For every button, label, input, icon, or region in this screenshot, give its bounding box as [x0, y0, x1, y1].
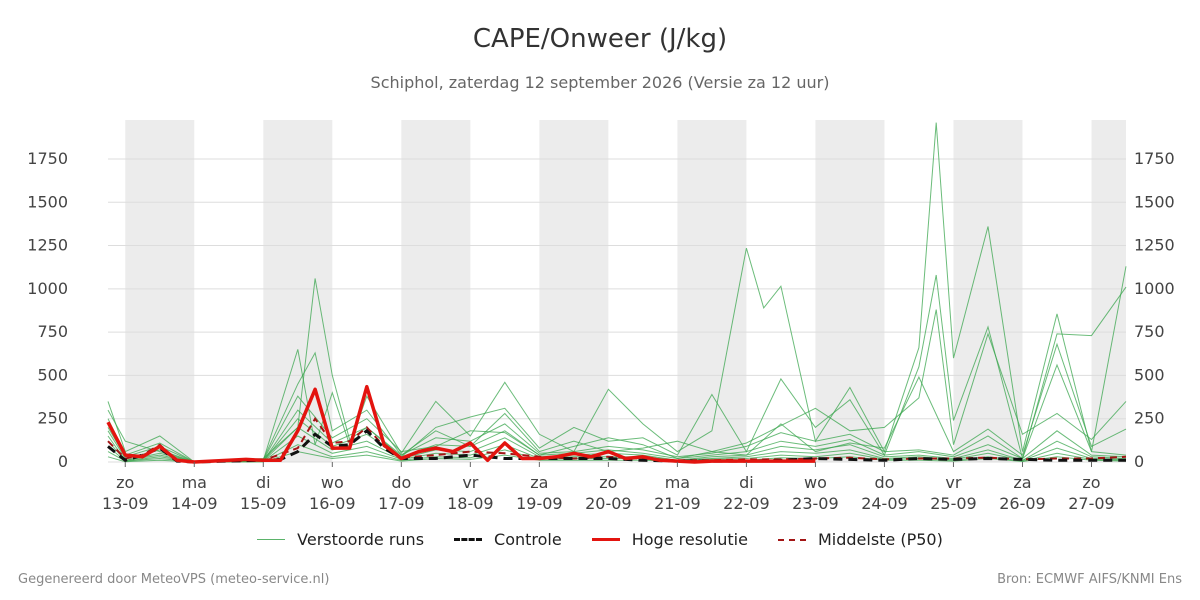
xtick-date-17-09: 17-09	[378, 494, 425, 513]
legend-swatch-runs	[257, 539, 286, 540]
xtick-date-22-09: 22-09	[723, 494, 770, 513]
xtick-date-13-09: 13-09	[102, 494, 149, 513]
ensemble-run-2	[107, 309, 1127, 463]
ytick-left-1000: 1000	[27, 279, 68, 298]
xtick-date-24-09: 24-09	[861, 494, 908, 513]
xtick-day-13-09: zo	[116, 473, 134, 492]
control-line	[107, 428, 1126, 464]
xtick-date-16-09: 16-09	[309, 494, 356, 513]
legend-item-control: Controle	[454, 530, 562, 549]
ensemble-run-4	[107, 363, 1127, 463]
chart-legend: Verstoorde runs Controle Hoge resolutie …	[0, 530, 1200, 549]
xtick-date-21-09: 21-09	[654, 494, 701, 513]
xtick-day-19-09: za	[530, 473, 548, 492]
legend-label-high-res: Hoge resolutie	[631, 530, 748, 549]
xtick-day-23-09: wo	[804, 473, 827, 492]
ytick-left-250: 250	[37, 409, 68, 428]
ytick-right-1250: 1250	[1134, 236, 1175, 255]
ytick-right-500: 500	[1134, 365, 1165, 384]
ensemble-run-6	[107, 426, 1127, 463]
xtick-day-27-09: zo	[1082, 473, 1100, 492]
weekend-band-2	[401, 120, 471, 462]
legend-item-median: Middelste (P50)	[777, 530, 943, 549]
chart-subtitle: Schiphol, zaterdag 12 september 2026 (Ve…	[370, 73, 830, 92]
ytick-left-0: 0	[58, 452, 68, 471]
ensemble-run-3	[107, 342, 1127, 463]
weekend-band-0	[125, 120, 195, 462]
ytick-left-1750: 1750	[27, 149, 68, 168]
weekend-band-6	[953, 120, 1023, 462]
ytick-right-1500: 1500	[1134, 192, 1175, 211]
footer-source: Bron: ECMWF AIFS/KNMI Ens	[997, 572, 1182, 587]
ytick-right-0: 0	[1134, 452, 1144, 471]
xtick-date-15-09: 15-09	[240, 494, 287, 513]
ytick-left-500: 500	[37, 365, 68, 384]
xtick-date-19-09: 19-09	[516, 494, 563, 513]
xtick-day-15-09: di	[256, 473, 271, 492]
legend-swatch-median	[777, 538, 806, 541]
xtick-date-27-09: 27-09	[1068, 494, 1115, 513]
xtick-date-26-09: 26-09	[999, 494, 1046, 513]
xtick-day-17-09: do	[391, 473, 411, 492]
ytick-right-750: 750	[1134, 322, 1165, 341]
ytick-right-250: 250	[1134, 409, 1165, 428]
legend-item-high-res: Hoge resolutie	[591, 530, 748, 549]
ensemble-run-0	[107, 122, 1127, 463]
chart-title: CAPE/Onweer (J/kg)	[472, 24, 728, 54]
xtick-day-25-09: vr	[945, 473, 961, 492]
weekend-band-5	[815, 120, 885, 462]
ytick-left-1250: 1250	[27, 236, 68, 255]
high-res-line	[106, 384, 816, 464]
weekend-band-4	[677, 120, 747, 462]
legend-label-median: Middelste (P50)	[817, 530, 943, 549]
ytick-left-1500: 1500	[27, 192, 68, 211]
ensemble-run-5	[107, 417, 1127, 463]
xtick-day-20-09: zo	[599, 473, 617, 492]
xtick-day-16-09: wo	[321, 473, 344, 492]
ytick-right-1000: 1000	[1134, 279, 1175, 298]
ytick-left-750: 750	[37, 322, 68, 341]
legend-label-runs: Verstoorde runs	[297, 530, 425, 549]
xtick-day-21-09: ma	[665, 473, 690, 492]
xtick-day-26-09: za	[1013, 473, 1031, 492]
ensemble-run-1	[107, 274, 1127, 463]
xtick-date-14-09: 14-09	[171, 494, 218, 513]
legend-label-control: Controle	[494, 530, 562, 549]
xtick-date-23-09: 23-09	[792, 494, 839, 513]
xtick-day-18-09: vr	[462, 473, 478, 492]
xtick-date-20-09: 20-09	[585, 494, 632, 513]
weekend-band-3	[539, 120, 609, 462]
xtick-date-25-09: 25-09	[930, 494, 977, 513]
weekend-band-7	[1091, 120, 1126, 462]
ytick-right-1750: 1750	[1134, 149, 1175, 168]
xtick-day-22-09: di	[739, 473, 754, 492]
legend-item-runs: Verstoorde runs	[257, 530, 424, 549]
legend-swatch-control	[454, 538, 483, 541]
xtick-date-18-09: 18-09	[447, 494, 494, 513]
footer-generated-by: Gegenereerd door MeteoVPS (meteo-service…	[18, 572, 330, 587]
legend-swatch-high-res	[591, 538, 620, 541]
xtick-day-24-09: do	[874, 473, 894, 492]
xtick-day-14-09: ma	[182, 473, 207, 492]
